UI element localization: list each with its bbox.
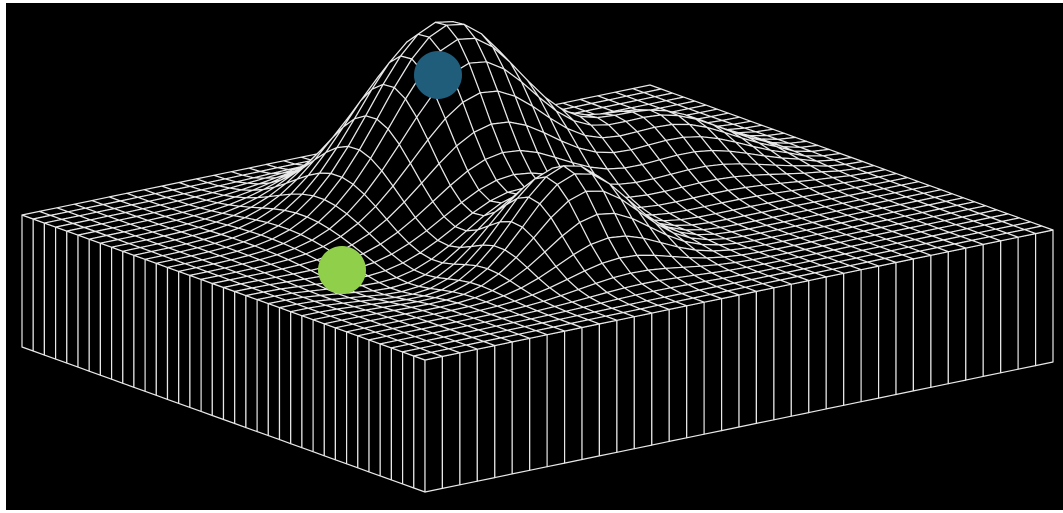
side-panel bbox=[790, 280, 810, 417]
side-panel bbox=[947, 247, 967, 385]
side-panel bbox=[494, 341, 513, 479]
side-panel bbox=[346, 331, 359, 469]
side-panel bbox=[581, 323, 601, 461]
side-panel bbox=[703, 298, 723, 435]
side-panel bbox=[755, 287, 775, 424]
side-panel bbox=[982, 240, 1002, 377]
side-panel bbox=[144, 258, 157, 396]
side-panel bbox=[598, 319, 618, 457]
side-panel bbox=[133, 254, 146, 392]
side-panel bbox=[290, 311, 303, 449]
side-panel bbox=[843, 269, 862, 406]
side-panel bbox=[99, 242, 113, 380]
blue-dot bbox=[414, 51, 462, 99]
side-panel bbox=[88, 238, 102, 376]
side-panel bbox=[222, 286, 236, 425]
side-panel bbox=[720, 294, 740, 432]
side-panel bbox=[21, 214, 34, 352]
side-panel bbox=[278, 307, 292, 445]
side-panel bbox=[877, 261, 897, 399]
side-panel bbox=[1034, 229, 1054, 367]
side-panel bbox=[323, 323, 336, 461]
side-panel bbox=[529, 334, 548, 471]
side-panel bbox=[402, 351, 415, 489]
side-panel bbox=[738, 290, 758, 428]
side-panel bbox=[200, 278, 213, 417]
side-panel bbox=[122, 250, 135, 388]
side-panel bbox=[616, 316, 635, 453]
side-panel bbox=[686, 301, 705, 439]
side-panel bbox=[563, 326, 583, 464]
side-panel bbox=[166, 266, 180, 404]
side-panel bbox=[66, 230, 79, 368]
side-panel bbox=[211, 282, 225, 421]
green-dot bbox=[318, 246, 366, 294]
side-panel bbox=[633, 312, 653, 450]
side-panel bbox=[1000, 236, 1019, 374]
side-panel bbox=[178, 270, 191, 408]
side-panel bbox=[965, 243, 984, 381]
side-panel bbox=[808, 276, 827, 414]
side-panel bbox=[357, 335, 370, 473]
side-panel bbox=[110, 246, 124, 384]
side-panel bbox=[189, 274, 202, 412]
side-panel bbox=[912, 254, 932, 392]
side-panel bbox=[476, 345, 496, 482]
side-panel bbox=[267, 303, 281, 441]
side-panel bbox=[860, 265, 880, 403]
side-panel bbox=[895, 258, 915, 396]
side-panel bbox=[459, 348, 478, 486]
side-panel bbox=[77, 234, 90, 372]
wireframe-surface bbox=[21, 21, 1054, 493]
side-panel bbox=[546, 330, 566, 468]
side-panel bbox=[43, 222, 57, 360]
side-panel bbox=[668, 305, 688, 442]
side-panel bbox=[413, 355, 426, 493]
side-panel bbox=[301, 315, 314, 453]
surface-cell bbox=[413, 351, 443, 361]
side-panel bbox=[930, 251, 949, 388]
side-panel bbox=[368, 339, 381, 477]
side-panel bbox=[256, 299, 269, 437]
side-panel bbox=[825, 272, 845, 410]
side-panel bbox=[312, 319, 325, 457]
side-panel bbox=[54, 226, 68, 364]
side-panel bbox=[390, 347, 404, 485]
side-panel bbox=[424, 355, 443, 493]
side-panel bbox=[32, 218, 46, 356]
side-panel bbox=[155, 262, 169, 400]
side-panel bbox=[234, 290, 247, 429]
side-panel bbox=[379, 343, 392, 481]
side-panel bbox=[511, 337, 531, 475]
side-panel bbox=[441, 352, 461, 489]
side-panel bbox=[651, 308, 670, 446]
side-panel bbox=[245, 295, 258, 433]
side-panel bbox=[773, 283, 792, 421]
side-panel bbox=[334, 327, 348, 465]
side-panel bbox=[1017, 233, 1037, 370]
